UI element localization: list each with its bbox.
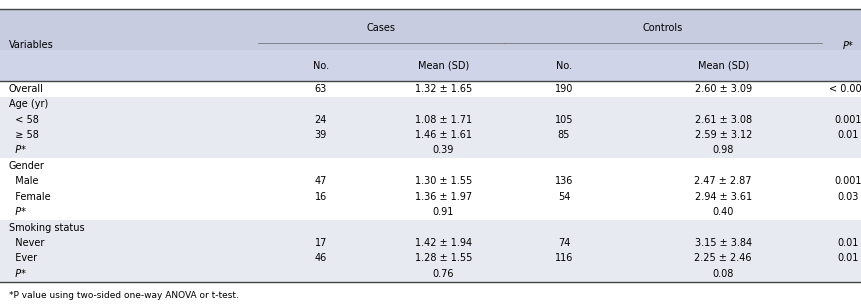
Text: 136: 136 — [554, 176, 573, 186]
Text: 0.76: 0.76 — [433, 269, 454, 279]
Text: 0.91: 0.91 — [433, 207, 454, 217]
Text: 116: 116 — [554, 253, 573, 263]
Text: 0.40: 0.40 — [713, 207, 734, 217]
Text: 74: 74 — [558, 238, 570, 248]
Text: 2.25 ± 2.46: 2.25 ± 2.46 — [695, 253, 752, 263]
Text: 2.47 ± 2.87: 2.47 ± 2.87 — [695, 176, 752, 186]
Text: 1.42 ± 1.94: 1.42 ± 1.94 — [415, 238, 472, 248]
Text: 0.39: 0.39 — [433, 145, 454, 155]
Bar — [0, 189, 861, 204]
Text: 190: 190 — [554, 84, 573, 94]
Bar — [0, 96, 861, 112]
Bar — [0, 127, 861, 143]
Text: 24: 24 — [314, 115, 327, 125]
Text: 105: 105 — [554, 115, 573, 125]
Text: 17: 17 — [314, 238, 327, 248]
Text: P*: P* — [9, 269, 26, 279]
Text: Mean (SD): Mean (SD) — [418, 61, 469, 71]
Text: 0.03: 0.03 — [838, 192, 858, 202]
Bar — [0, 266, 861, 282]
Text: Cases: Cases — [367, 23, 395, 33]
Bar — [0, 235, 861, 251]
Text: 39: 39 — [314, 130, 327, 140]
Text: 1.36 ± 1.97: 1.36 ± 1.97 — [415, 192, 472, 202]
Bar — [0, 81, 861, 96]
Text: 2.60 ± 3.09: 2.60 ± 3.09 — [695, 84, 752, 94]
Text: Mean (SD): Mean (SD) — [697, 61, 749, 71]
Bar — [0, 174, 861, 189]
Text: 1.30 ± 1.55: 1.30 ± 1.55 — [415, 176, 472, 186]
Text: 2.94 ± 3.61: 2.94 ± 3.61 — [695, 192, 752, 202]
Text: 2.59 ± 3.12: 2.59 ± 3.12 — [695, 130, 752, 140]
Bar — [0, 112, 861, 127]
Text: P*: P* — [9, 145, 26, 155]
Text: 0.08: 0.08 — [713, 269, 734, 279]
Text: 16: 16 — [314, 192, 327, 202]
Text: Ever: Ever — [9, 253, 37, 263]
Text: 46: 46 — [314, 253, 327, 263]
Text: 0.01: 0.01 — [838, 130, 858, 140]
Text: Male: Male — [9, 176, 38, 186]
Text: Never: Never — [9, 238, 44, 248]
Text: 85: 85 — [558, 130, 570, 140]
Bar — [0, 158, 861, 174]
Bar — [0, 204, 861, 220]
Text: Gender: Gender — [9, 161, 45, 171]
Text: Variables: Variables — [9, 40, 53, 50]
Bar — [0, 50, 861, 81]
Text: 0.01: 0.01 — [838, 253, 858, 263]
Text: 1.28 ± 1.55: 1.28 ± 1.55 — [415, 253, 472, 263]
Text: Controls: Controls — [643, 23, 683, 33]
Text: 1.08 ± 1.71: 1.08 ± 1.71 — [415, 115, 472, 125]
Bar — [0, 9, 861, 50]
Text: ≥ 58: ≥ 58 — [9, 130, 39, 140]
Text: Overall: Overall — [9, 84, 44, 94]
Text: Female: Female — [9, 192, 50, 202]
Text: *P value using two-sided one-way ANOVA or t-test.: *P value using two-sided one-way ANOVA o… — [9, 291, 238, 300]
Text: P*: P* — [9, 207, 26, 217]
Text: < 0.001: < 0.001 — [828, 84, 861, 94]
Text: 0.98: 0.98 — [713, 145, 734, 155]
Text: 1.32 ± 1.65: 1.32 ± 1.65 — [415, 84, 472, 94]
Text: 2.61 ± 3.08: 2.61 ± 3.08 — [695, 115, 752, 125]
Text: Age (yr): Age (yr) — [9, 99, 48, 109]
Text: 0.01: 0.01 — [838, 238, 858, 248]
Text: 0.001: 0.001 — [834, 115, 861, 125]
Bar — [0, 251, 861, 266]
Text: $P$*: $P$* — [842, 39, 854, 51]
Bar — [0, 143, 861, 158]
Text: 1.46 ± 1.61: 1.46 ± 1.61 — [415, 130, 472, 140]
Text: 3.15 ± 3.84: 3.15 ± 3.84 — [695, 238, 752, 248]
Text: No.: No. — [556, 61, 572, 71]
Text: 0.001: 0.001 — [834, 176, 861, 186]
Text: Smoking status: Smoking status — [9, 222, 84, 233]
Bar — [0, 220, 861, 235]
Text: 54: 54 — [558, 192, 570, 202]
Text: 47: 47 — [314, 176, 327, 186]
Text: No.: No. — [313, 61, 329, 71]
Text: 63: 63 — [314, 84, 327, 94]
Text: < 58: < 58 — [9, 115, 39, 125]
